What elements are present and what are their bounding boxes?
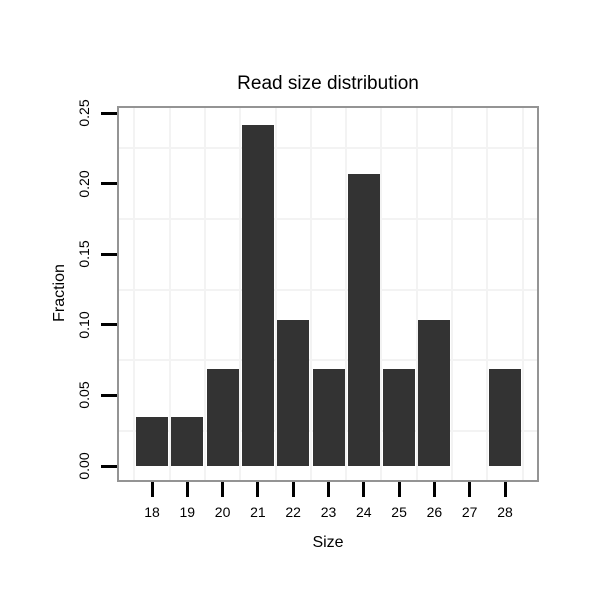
x-tick-label: 27 bbox=[461, 504, 478, 520]
grid-minor-vertical bbox=[168, 108, 171, 480]
bar-size-23 bbox=[313, 368, 345, 466]
x-tick bbox=[468, 482, 472, 497]
x-tick bbox=[362, 482, 366, 497]
bar-size-18 bbox=[136, 417, 168, 466]
x-tick-label: 21 bbox=[250, 504, 266, 520]
y-axis-label: Fraction bbox=[51, 264, 68, 322]
grid-minor-vertical bbox=[309, 108, 312, 480]
bar-size-25 bbox=[383, 368, 415, 466]
x-tick bbox=[291, 482, 295, 497]
grid-minor-vertical bbox=[274, 108, 277, 480]
x-tick bbox=[185, 482, 189, 497]
bar-size-20 bbox=[207, 368, 239, 466]
grid-minor-vertical bbox=[203, 108, 206, 480]
x-tick-label: 28 bbox=[497, 504, 513, 520]
bar-size-28 bbox=[489, 368, 521, 466]
grid-minor-horizontal bbox=[119, 217, 537, 220]
y-tick-label: 0.15 bbox=[76, 240, 92, 268]
x-tick bbox=[432, 482, 436, 497]
bar-size-19 bbox=[171, 417, 203, 466]
grid-minor-vertical bbox=[486, 108, 489, 480]
bar-size-24 bbox=[348, 173, 380, 466]
x-tick bbox=[150, 482, 154, 497]
y-tick bbox=[101, 111, 117, 115]
y-tick-label: 0.20 bbox=[76, 169, 92, 198]
x-tick-label: 20 bbox=[214, 504, 231, 520]
y-tick bbox=[101, 252, 117, 256]
grid-minor-vertical bbox=[133, 108, 136, 480]
grid-minor-vertical bbox=[239, 108, 242, 480]
x-tick bbox=[397, 482, 401, 497]
grid-minor-vertical bbox=[521, 108, 524, 480]
x-tick bbox=[256, 482, 260, 497]
bar-size-22 bbox=[277, 319, 309, 466]
y-tick bbox=[101, 464, 117, 468]
grid-minor-horizontal bbox=[119, 359, 537, 362]
bar-size-26 bbox=[418, 319, 450, 466]
x-tick bbox=[327, 482, 330, 497]
y-tick-label: 0.05 bbox=[76, 381, 92, 410]
y-tick bbox=[101, 323, 117, 327]
y-tick-label: 0.25 bbox=[76, 99, 92, 127]
y-tick-label: 0.10 bbox=[76, 311, 92, 339]
x-axis-label: Size bbox=[312, 534, 344, 551]
x-tick-label: 22 bbox=[285, 504, 301, 520]
chart-title: Read size distribution bbox=[237, 73, 419, 94]
bar-size-21 bbox=[242, 125, 274, 466]
y-tick-label: 0.00 bbox=[76, 452, 92, 480]
y-tick bbox=[101, 182, 117, 186]
x-tick-label: 24 bbox=[356, 504, 372, 520]
x-tick-label: 26 bbox=[426, 504, 443, 520]
y-tick bbox=[101, 393, 117, 397]
x-tick-label: 19 bbox=[179, 504, 196, 520]
x-tick bbox=[503, 482, 507, 497]
x-tick-label: 25 bbox=[391, 504, 407, 520]
x-tick-label: 18 bbox=[144, 504, 160, 520]
grid-minor-vertical bbox=[380, 108, 383, 480]
x-tick-label: 23 bbox=[320, 504, 337, 520]
grid-minor-vertical bbox=[345, 108, 348, 480]
x-tick bbox=[221, 482, 225, 497]
grid-minor-horizontal bbox=[119, 147, 537, 150]
plot-panel bbox=[117, 106, 539, 482]
grid-minor-vertical bbox=[451, 108, 454, 480]
grid-minor-vertical bbox=[415, 108, 418, 480]
grid-minor-horizontal bbox=[119, 288, 537, 291]
